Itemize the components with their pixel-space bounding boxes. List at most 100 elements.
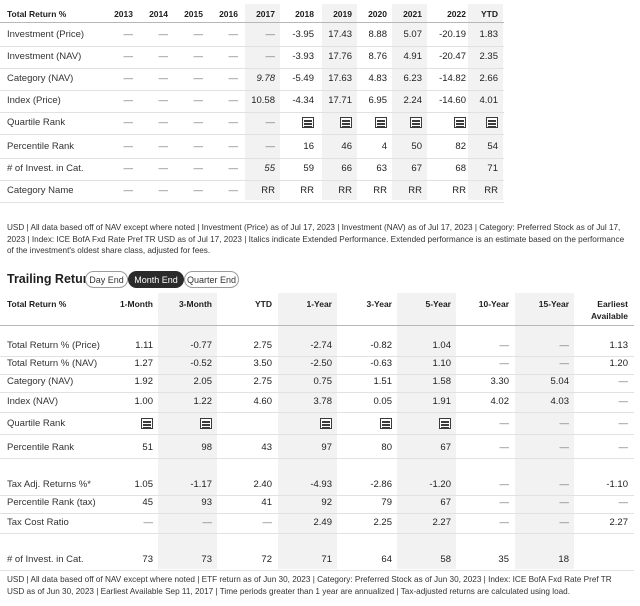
trailing-cell: 2.75 — [253, 340, 273, 351]
annual-cell: -20.19 — [439, 29, 466, 40]
trailing-cell: 92 — [321, 497, 332, 508]
annual-cell: — — [228, 185, 239, 196]
trailing-cell: 18 — [558, 554, 569, 565]
annual-year-header: 2015 — [184, 9, 203, 19]
row-divider — [0, 134, 504, 135]
trailing-cell: — — [499, 442, 510, 453]
trailing-cell: -0.82 — [370, 340, 392, 351]
annual-year-header: YTD — [481, 9, 498, 19]
trailing-row-label: # of Invest. in Cat. — [7, 554, 84, 565]
annual-cell: — — [123, 95, 134, 106]
annual-cell: — — [158, 141, 169, 152]
annual-cell: 4 — [381, 141, 387, 152]
annual-returns-note: USD | All data based off of NAV except w… — [7, 223, 625, 255]
trailing-column-header: Earliest Available — [590, 299, 628, 321]
trailing-cell: — — [559, 358, 570, 369]
annual-cell: 54 — [487, 141, 498, 152]
trailing-cell: — — [618, 396, 629, 407]
trailing-cell: 1.91 — [432, 396, 452, 407]
annual-cell: — — [265, 141, 276, 152]
row-divider — [0, 392, 634, 393]
row-divider — [0, 46, 504, 47]
annual-cell: — — [158, 29, 169, 40]
trailing-cell: -1.10 — [606, 479, 628, 490]
trailing-cell: 67 — [440, 497, 451, 508]
row-divider — [0, 68, 504, 69]
row-divider — [0, 513, 634, 514]
annual-cell: — — [158, 51, 169, 62]
trailing-cell: 1.00 — [134, 396, 154, 407]
trailing-cell: 2.27 — [432, 517, 452, 528]
annual-cell: — — [158, 163, 169, 174]
annual-year-header: 2013 — [114, 9, 133, 19]
trailing-cell: — — [499, 479, 510, 490]
quartile-rank-icon — [340, 117, 352, 128]
row-divider — [0, 112, 504, 113]
trailing-cell: 0.05 — [373, 396, 393, 407]
tab-day-end[interactable]: Day End — [85, 271, 128, 288]
annual-cell: — — [228, 141, 239, 152]
quartile-rank-icon — [410, 117, 422, 128]
annual-cell: RR — [373, 185, 387, 196]
row-divider — [0, 356, 634, 357]
annual-cell: RR — [300, 185, 314, 196]
annual-cell: 67 — [411, 163, 422, 174]
trailing-cell: 4.03 — [550, 396, 570, 407]
tab-quarter-end[interactable]: Quarter End — [184, 271, 239, 288]
annual-cell: — — [123, 163, 134, 174]
annual-cell: — — [123, 51, 134, 62]
trailing-cell: 3.50 — [253, 358, 273, 369]
header-divider — [0, 325, 634, 326]
trailing-column-header: 1-Year — [306, 299, 332, 309]
annual-cell: 6.95 — [368, 95, 388, 106]
annual-cell: 4.83 — [368, 73, 388, 84]
tab-month-end[interactable]: Month End — [128, 271, 184, 288]
trailing-cell: 43 — [261, 442, 272, 453]
annual-cell: -4.34 — [292, 95, 314, 106]
annual-cell: — — [193, 185, 204, 196]
trailing-cell: 1.10 — [432, 358, 452, 369]
annual-cell: 4.01 — [479, 95, 499, 106]
annual-cell: — — [158, 117, 169, 128]
annual-cell: 82 — [455, 141, 466, 152]
trailing-cell: — — [499, 497, 510, 508]
quartile-rank-icon — [200, 418, 212, 429]
trailing-cell: 5.04 — [550, 376, 570, 387]
shaded-column — [392, 4, 427, 200]
trailing-column-header: 3-Month — [178, 299, 212, 309]
row-divider — [0, 202, 504, 203]
shaded-column — [245, 4, 280, 200]
trailing-cell: -0.77 — [190, 340, 212, 351]
annual-cell: — — [158, 73, 169, 84]
trailing-cell: — — [618, 376, 629, 387]
trailing-column-header: 1-Month — [119, 299, 153, 309]
trailing-cell: 2.25 — [373, 517, 393, 528]
row-divider — [0, 180, 504, 181]
trailing-returns-note: USD | All data based off of NAV except w… — [7, 575, 612, 596]
annual-cell: — — [193, 73, 204, 84]
trailing-cell: 73 — [201, 554, 212, 565]
shaded-column — [515, 293, 574, 569]
annual-cell: RR — [452, 185, 466, 196]
annual-cell: 8.88 — [368, 29, 388, 40]
trailing-cell: -1.20 — [429, 479, 451, 490]
trailing-cell: 1.11 — [135, 340, 153, 351]
annual-cell: 71 — [487, 163, 498, 174]
annual-cell: 1.83 — [479, 29, 499, 40]
annual-cell: — — [193, 29, 204, 40]
annual-cell: -14.60 — [439, 95, 466, 106]
trailing-row-label: Total Return % (NAV) — [7, 358, 98, 369]
trailing-cell: 80 — [381, 442, 392, 453]
annual-cell: — — [265, 51, 276, 62]
annual-cell: — — [123, 117, 134, 128]
annual-cell: — — [158, 185, 169, 196]
annual-cell: — — [228, 29, 239, 40]
trailing-cell: 1.13 — [609, 340, 629, 351]
annual-cell: 17.76 — [328, 51, 352, 62]
annual-cell: — — [228, 73, 239, 84]
trailing-cell: 35 — [498, 554, 509, 565]
annual-cell: — — [123, 29, 134, 40]
annual-cell: 50 — [411, 141, 422, 152]
annual-cell: 5.07 — [403, 29, 423, 40]
annual-cell: 63 — [376, 163, 387, 174]
